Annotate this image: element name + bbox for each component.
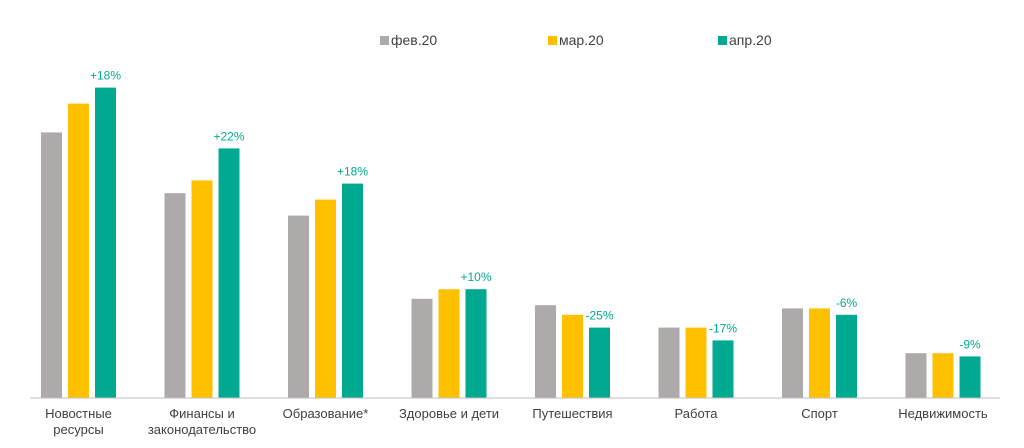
category-label-6: Работа [675, 406, 719, 421]
data-label-6: -17% [709, 321, 737, 335]
category-label-1-line-1: Новостные [45, 406, 112, 421]
legend-swatch-2 [548, 36, 557, 45]
bar-4-series-1 [411, 298, 433, 398]
data-labels: +18% +22% +18% +10% -25% -17% -6% -9% [90, 69, 981, 352]
bar-7-series-1 [782, 308, 803, 398]
legend-label-2: мар.20 [559, 32, 604, 48]
bar-3-series-3 [342, 183, 363, 398]
bar-4-series-3 [465, 289, 487, 398]
bar-7-series-2 [809, 308, 830, 398]
data-label-1: +18% [90, 69, 121, 83]
bar-2-series-1 [164, 193, 186, 398]
bar-4-series-2 [438, 289, 460, 398]
legend-label-1: фев.20 [391, 32, 437, 48]
bar-6-series-3 [712, 340, 734, 398]
bar-3-series-2 [315, 199, 336, 398]
bar-1-series-3 [95, 87, 116, 398]
category-label-7: Спорт [801, 406, 838, 421]
bar-8-series-1 [905, 353, 927, 398]
bar-6-series-1 [658, 327, 680, 398]
bar-2-series-3 [218, 148, 240, 398]
bars [41, 87, 981, 398]
category-label-5: Путешествия [532, 406, 612, 421]
data-label-8: -9% [959, 337, 981, 351]
category-label-3: Образование* [283, 406, 369, 421]
category-label-4: Здоровье и дети [399, 406, 499, 421]
bar-5-series-1 [535, 305, 556, 398]
category-label-2-line-1: Финансы и [169, 406, 234, 421]
bar-5-series-2 [562, 314, 583, 398]
data-label-2: +22% [213, 129, 244, 143]
category-label-8: Недвижимость [898, 406, 988, 421]
bar-2-series-2 [191, 180, 213, 398]
category-label-1-line-2: ресурсы [53, 422, 103, 437]
bar-6-series-2 [685, 327, 707, 398]
legend-swatch-3 [718, 36, 727, 45]
data-label-4: +10% [460, 270, 491, 284]
bar-8-series-2 [932, 353, 954, 398]
data-label-3: +18% [337, 165, 368, 179]
category-label-2-line-2: законодательство [148, 422, 256, 437]
legend-label-3: апр.20 [729, 32, 772, 48]
bar-1-series-1 [41, 132, 62, 398]
bar-7-series-3 [836, 314, 857, 398]
bar-3-series-1 [288, 215, 309, 398]
legend-swatch-1 [380, 36, 389, 45]
bar-8-series-3 [959, 356, 981, 398]
bar-5-series-3 [589, 327, 610, 398]
data-label-7: -6% [836, 296, 858, 310]
data-label-5: -25% [585, 309, 613, 323]
bar-1-series-2 [68, 103, 89, 398]
legend: фев.20 мар.20 апр.20 [380, 32, 772, 48]
